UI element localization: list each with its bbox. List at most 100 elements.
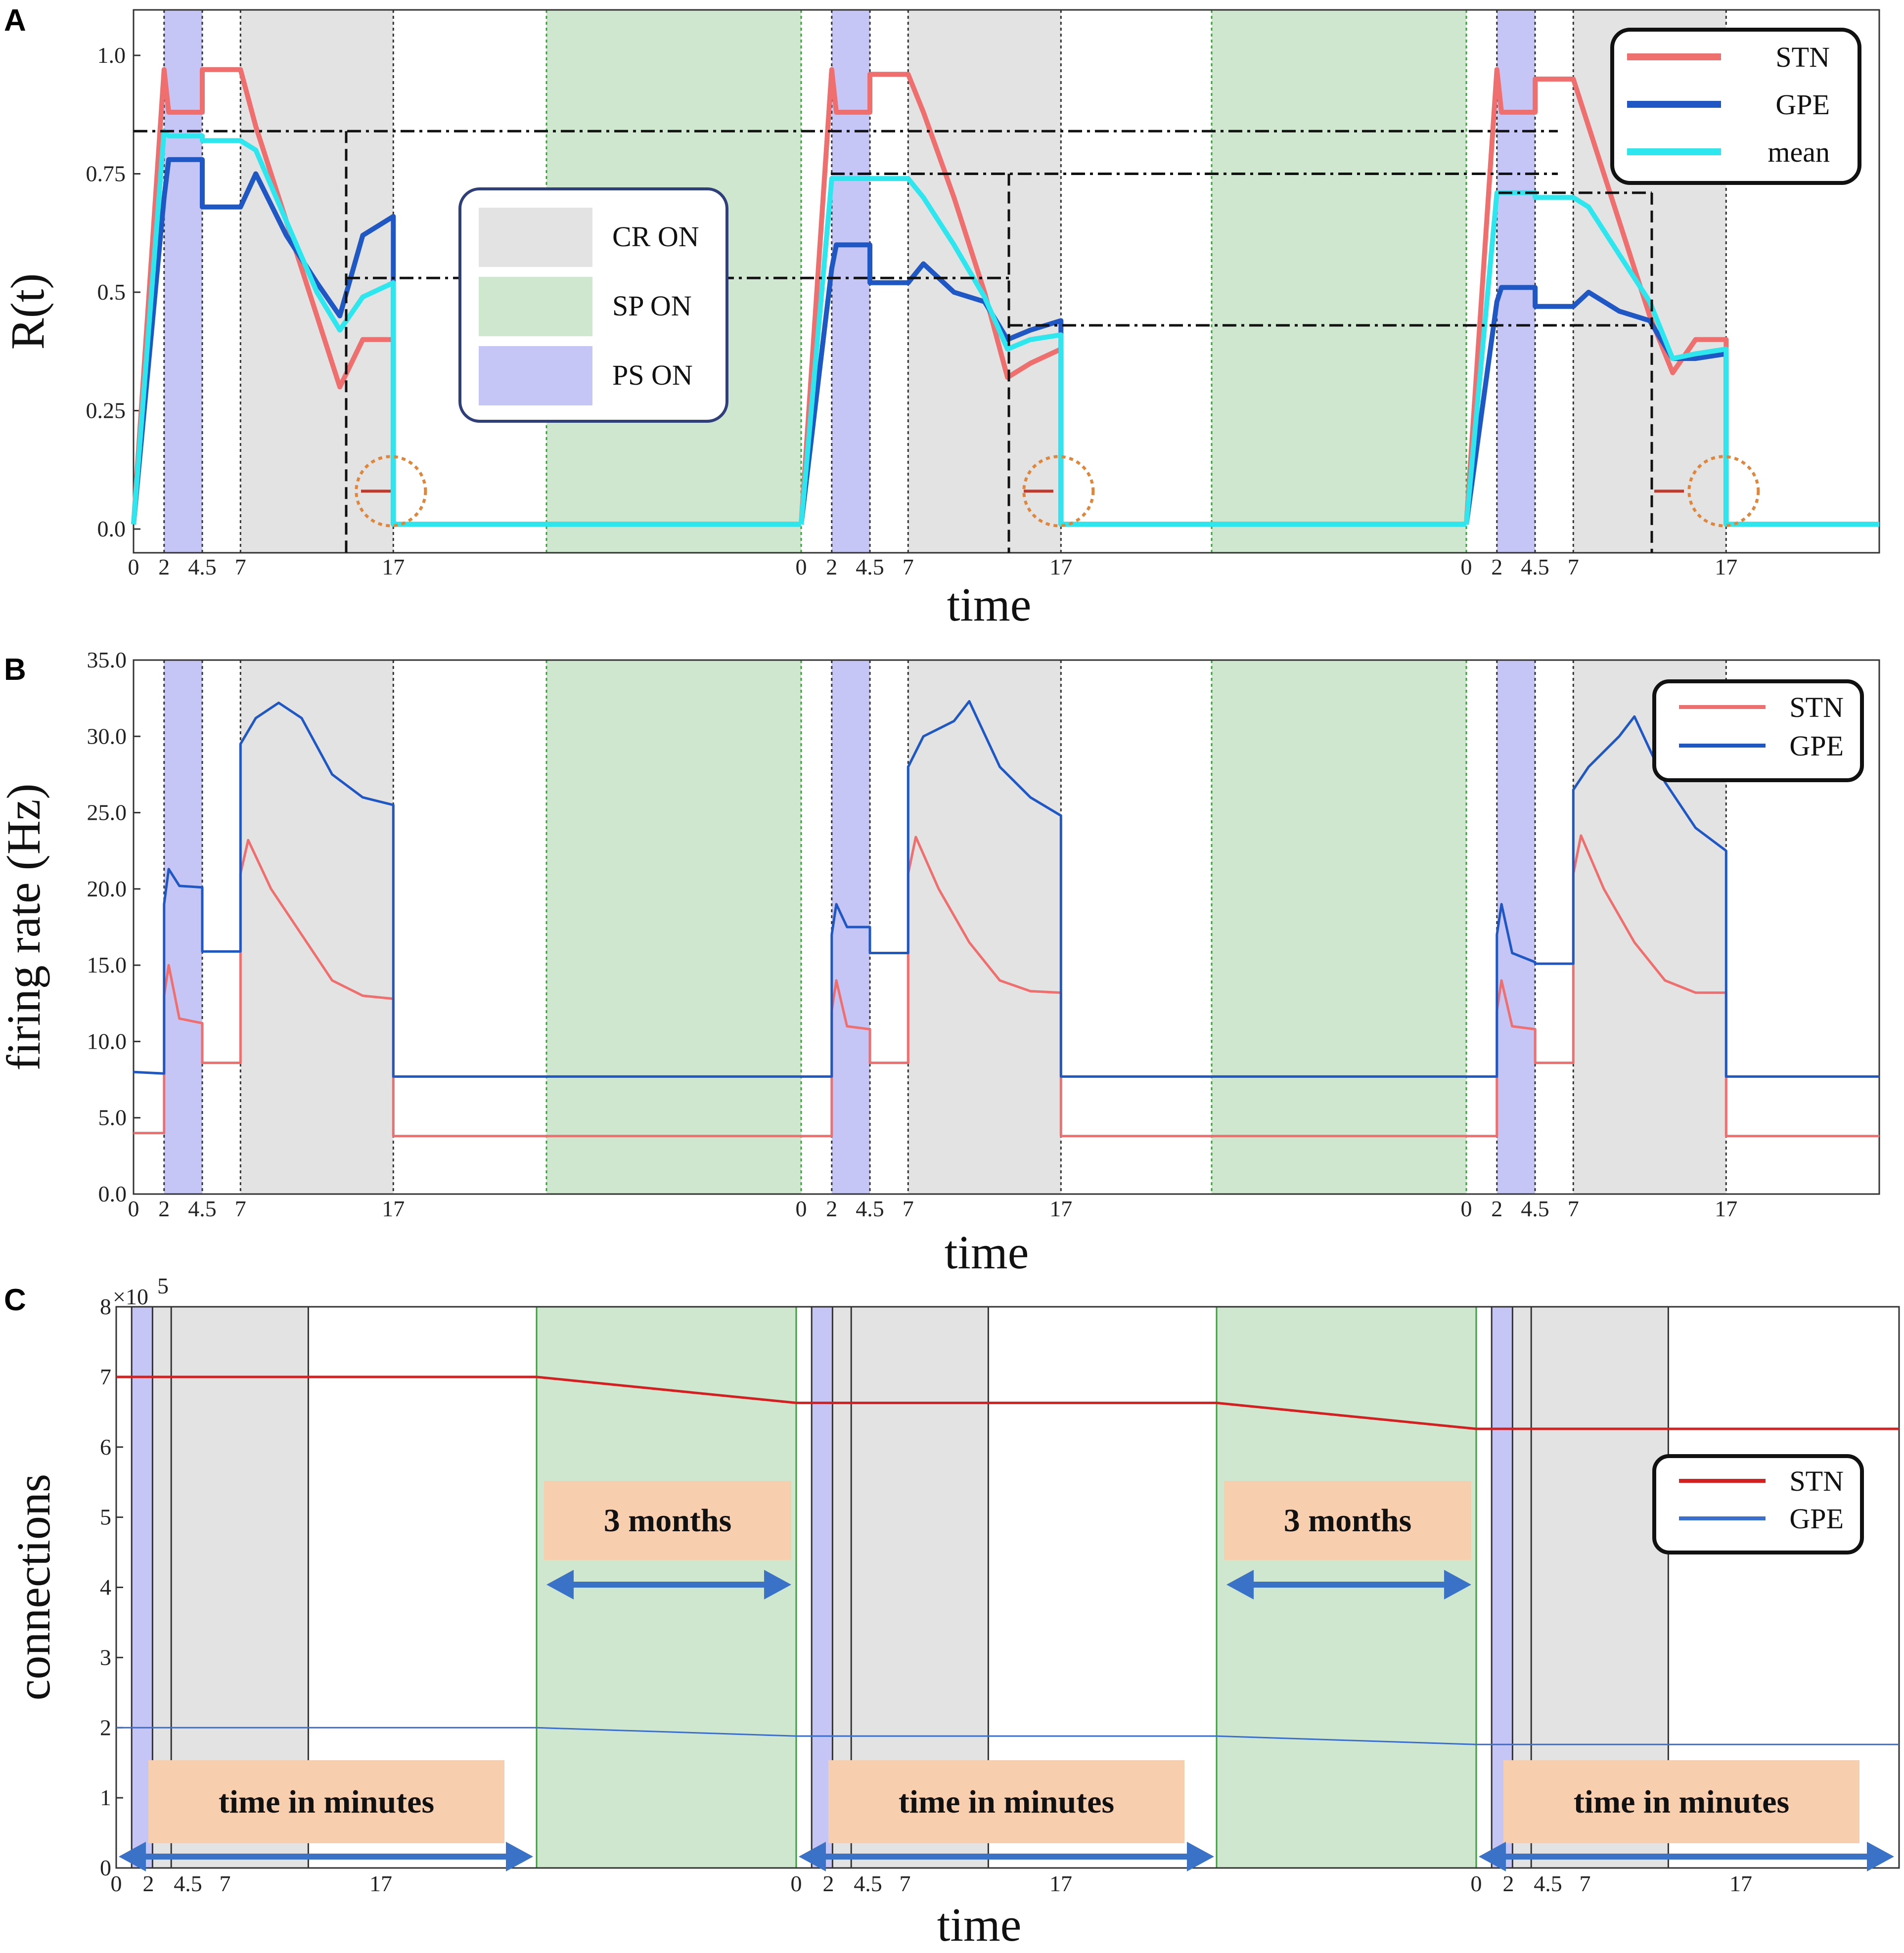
minutes-span-arrow xyxy=(119,1842,533,1871)
x-tick-label: 0 xyxy=(791,1871,802,1896)
series-line-mean xyxy=(799,176,1466,527)
x-tick-label: 0 xyxy=(1471,1871,1482,1896)
annotation-label: 3 months xyxy=(604,1503,732,1539)
annotation-label: time in minutes xyxy=(219,1784,434,1820)
y-tick-label: 0.0 xyxy=(98,1181,127,1206)
x-tick-label: 0 xyxy=(796,554,807,579)
ps-phase-band xyxy=(1496,10,1536,553)
panel-letter: B xyxy=(4,653,26,687)
x-tick-label: 4.5 xyxy=(854,1871,882,1896)
phase-legend: CR ON SP ON PS ON xyxy=(458,187,728,423)
y-axis-title: firing rate (Hz) xyxy=(0,783,50,1070)
months-span-arrow xyxy=(1226,1570,1471,1599)
ps-phase-band xyxy=(164,660,203,1194)
x-tick-label: 17 xyxy=(1729,1871,1752,1896)
x-tick-label: 7 xyxy=(235,554,246,579)
y-tick-label: 10.0 xyxy=(87,1028,127,1054)
arrow-head-left xyxy=(1479,1842,1506,1871)
y-tick-label: 5.0 xyxy=(98,1105,127,1130)
y-tick-label: 1.0 xyxy=(97,43,126,68)
annotation-label: time in minutes xyxy=(899,1784,1114,1820)
y-tick-label: 0 xyxy=(100,1855,111,1880)
phase-legend-swatch xyxy=(479,208,592,267)
x-tick-label: 2 xyxy=(826,1196,837,1221)
x-tick-label: 17 xyxy=(1049,1871,1072,1896)
sp-phase-band xyxy=(1212,10,1466,553)
panel-b: B 0.0 5.0 10.0 15.0 20.0 25.0 30.0 35.0 firing ra… xyxy=(0,647,1880,1279)
y-tick-label: 2 xyxy=(100,1715,111,1740)
y-tick-label: 35.0 xyxy=(87,647,127,672)
series-line-gpe xyxy=(1466,715,1879,1078)
months-span-arrow xyxy=(546,1570,791,1599)
x-tick-label: 4.5 xyxy=(1521,1196,1549,1221)
x-tick-label: 17 xyxy=(1049,554,1072,579)
panel-letter: A xyxy=(4,3,26,38)
phase-legend-swatch xyxy=(479,346,592,405)
x-tick-label: 2 xyxy=(826,554,837,579)
cr-phase-band xyxy=(240,660,394,1194)
x-tick-label: 4.5 xyxy=(174,1871,202,1896)
x-tick-label: 4.5 xyxy=(188,1196,217,1221)
y-tick-label: 3 xyxy=(100,1644,111,1670)
y-tick-label: 0.0 xyxy=(97,516,126,541)
series-legend-frame xyxy=(1610,28,1861,185)
annotation-box xyxy=(1503,1760,1859,1843)
y-tick-label: 25.0 xyxy=(87,800,127,825)
y-tick-label: 0.5 xyxy=(97,279,126,305)
phase-legend-swatch xyxy=(479,277,592,336)
ps-phase-band xyxy=(164,10,203,553)
series-line-mean xyxy=(131,129,801,527)
x-axis-title: time xyxy=(947,578,1032,631)
x-tick-label: 0 xyxy=(1461,554,1472,579)
arrow-head-right xyxy=(506,1842,533,1871)
arrow-head-left xyxy=(119,1842,146,1871)
annotation-box xyxy=(148,1760,504,1843)
legend-label: STN xyxy=(1775,41,1830,73)
arrow-head-right xyxy=(764,1570,791,1599)
x-axis-title: time xyxy=(945,1226,1029,1279)
x-tick-label: 2 xyxy=(1491,554,1502,579)
y-tick-label: 6 xyxy=(100,1434,111,1460)
x-tick-label: 7 xyxy=(1568,1196,1579,1221)
annotation-box xyxy=(544,1481,791,1560)
series-line-stn xyxy=(131,67,801,527)
series-line-gpe xyxy=(1464,285,1879,527)
x-tick-label: 7 xyxy=(235,1196,246,1221)
x-tick-label: 4.5 xyxy=(1521,554,1549,579)
cr-phase-band xyxy=(908,660,1061,1194)
x-tick-label: 2 xyxy=(158,1196,170,1221)
panel-a: A0.00.250.50.751.0R(t)0 2 4.5 7 17 0 2 4.5 7 17 0 2… xyxy=(1,3,1880,631)
legend-label: GPE xyxy=(1789,1503,1844,1535)
phase-legend-label: SP ON xyxy=(612,290,692,322)
sp-phase-band xyxy=(546,660,801,1194)
minutes-span-arrow xyxy=(1479,1842,1894,1871)
phase-legend-label: CR ON xyxy=(612,221,699,253)
x-tick-label: 7 xyxy=(1580,1871,1591,1896)
highlight-circle xyxy=(1022,455,1095,528)
annotation-box xyxy=(828,1760,1184,1843)
arrow-head-right xyxy=(1444,1570,1471,1599)
x-tick-label: 2 xyxy=(143,1871,154,1896)
arrow-head-left xyxy=(1226,1570,1254,1599)
ps-phase-band xyxy=(831,10,870,553)
plot-frame xyxy=(133,9,1880,554)
annotation-label: time in minutes xyxy=(1574,1784,1789,1820)
x-tick-label: 0 xyxy=(1461,1196,1472,1221)
arrow-head-right xyxy=(1867,1842,1894,1871)
x-tick-label: 4.5 xyxy=(856,1196,884,1221)
y-tick-label: 15.0 xyxy=(87,952,127,977)
phase-legend-label: PS ON xyxy=(612,359,693,391)
series-line-gpe xyxy=(801,700,1466,1078)
x-tick-label: 17 xyxy=(382,554,405,579)
legend-label: STN xyxy=(1789,1465,1844,1497)
y-tick-label: 1 xyxy=(100,1785,111,1810)
y-tick-label: 0.75 xyxy=(86,161,126,186)
x-tick-label: 17 xyxy=(369,1871,392,1896)
series-legend: STN GPE mean xyxy=(1610,28,1861,185)
annotation-label: 3 months xyxy=(1284,1503,1412,1539)
legend-label: GPE xyxy=(1789,730,1844,762)
cr-phase-band xyxy=(908,10,1061,553)
y-axis-title: connections xyxy=(7,1474,60,1701)
